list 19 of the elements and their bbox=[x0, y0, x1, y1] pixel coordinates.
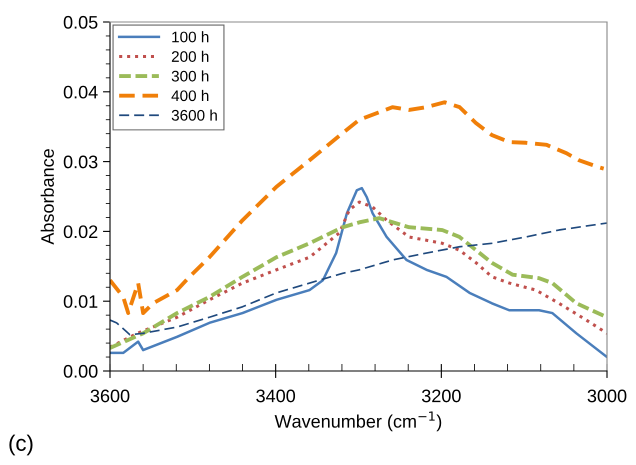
y-tick-label: 0.05 bbox=[64, 16, 98, 29]
line-series bbox=[110, 100, 606, 316]
legend-label: 100 h bbox=[172, 31, 208, 42]
legend-label: 200 h bbox=[172, 50, 208, 62]
x-tick-label: 3200 bbox=[422, 390, 461, 402]
y-tick-label: 0.03 bbox=[64, 156, 98, 168]
y-tick-label: 0.00 bbox=[64, 364, 98, 378]
text: (c) bbox=[9, 434, 33, 456]
legend-label: 300 h bbox=[172, 70, 208, 82]
x-tick-label: 3600 bbox=[90, 390, 130, 402]
x-axis-title: Wavenumber (cm$^{−1}$) bbox=[274, 411, 442, 432]
y-tick-label: 0.04 bbox=[64, 86, 98, 99]
x-tick-label: 3000 bbox=[588, 390, 626, 402]
legend-label: 400 h bbox=[171, 90, 208, 102]
y-tick-label: 0.01 bbox=[64, 295, 98, 308]
legend-label: 3600 h bbox=[172, 110, 217, 121]
y-tick-label: 0.02 bbox=[64, 225, 98, 238]
y-axis-title: Absorbance bbox=[40, 149, 54, 245]
x-tick-label: 3400 bbox=[256, 390, 296, 402]
